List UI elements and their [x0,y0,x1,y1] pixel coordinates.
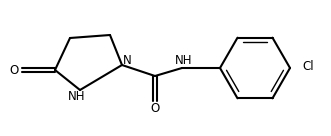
Text: O: O [9,64,19,76]
Text: NH: NH [68,90,86,103]
Text: NH: NH [175,53,193,67]
Text: N: N [122,55,131,67]
Text: Cl: Cl [302,60,314,72]
Text: O: O [150,103,160,115]
